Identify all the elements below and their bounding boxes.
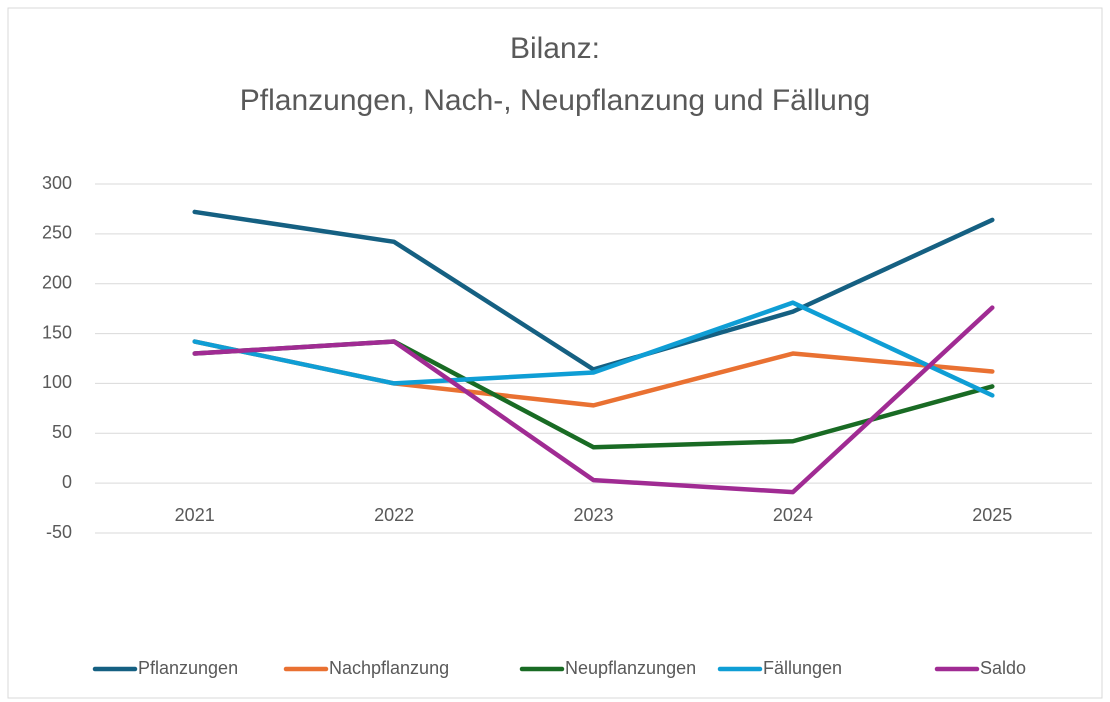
x-tick-label: 2021 [175, 505, 215, 525]
y-tick-label: 200 [42, 272, 72, 292]
legend-label: Neupflanzungen [565, 658, 696, 678]
legend-label: Pflanzungen [138, 658, 238, 678]
series-line [192, 300, 995, 398]
series-line [192, 209, 995, 372]
x-tick-label: 2022 [374, 505, 414, 525]
x-tick-label: 2025 [972, 505, 1012, 525]
y-tick-label: 250 [42, 223, 72, 243]
x-tick-label: 2023 [573, 505, 613, 525]
y-tick-label: 100 [42, 372, 72, 392]
y-tick-label: 0 [62, 472, 72, 492]
x-tick-label: 2024 [773, 505, 813, 525]
y-tick-label: 150 [42, 322, 72, 342]
y-tick-label: 300 [42, 173, 72, 193]
legend-label: Fällungen [763, 658, 842, 678]
legend-label: Nachpflanzung [329, 658, 449, 678]
legend-label: Saldo [980, 658, 1026, 678]
series-line [192, 305, 995, 495]
chart-title: Pflanzungen, Nach-, Neupflanzung und Fäl… [240, 84, 870, 117]
chart-title: Bilanz: [510, 32, 600, 65]
y-tick-label: -50 [46, 522, 72, 542]
chart-frame [7, 7, 1103, 699]
y-tick-label: 50 [52, 422, 72, 442]
